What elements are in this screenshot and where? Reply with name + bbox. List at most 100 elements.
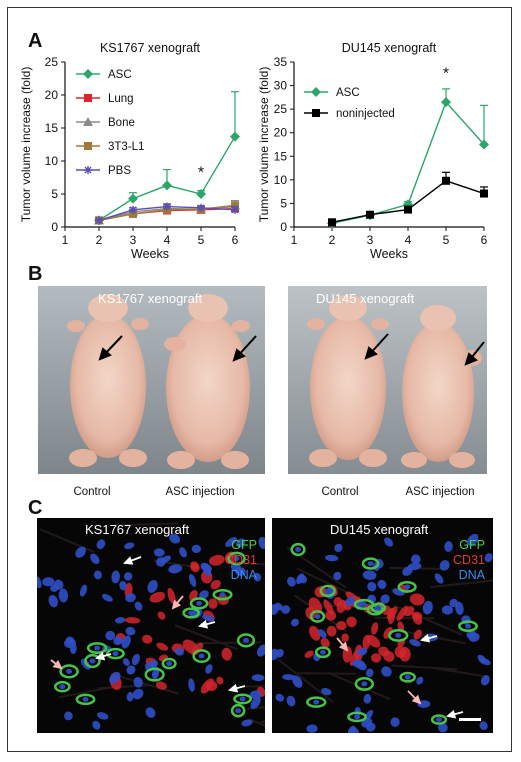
y-tick-label: 25 bbox=[274, 102, 288, 116]
data-point bbox=[366, 210, 374, 219]
arrow-icon bbox=[198, 619, 216, 629]
legend-marker bbox=[84, 94, 92, 102]
data-point bbox=[479, 139, 489, 150]
y-tick-label: 0 bbox=[51, 220, 58, 234]
legend-label: Lung bbox=[108, 93, 134, 105]
micrograph-du145: DU145 xenograft GFP CD31 DNA bbox=[272, 518, 493, 733]
mouse-asc-left bbox=[164, 294, 250, 469]
significance-marker: * bbox=[443, 66, 449, 83]
x-tick-label: 2 bbox=[329, 233, 336, 247]
x-tick-label: 4 bbox=[164, 233, 171, 247]
legend-marker bbox=[311, 87, 321, 97]
data-point bbox=[230, 131, 240, 142]
legend-label: noninjected bbox=[336, 108, 395, 120]
data-point bbox=[128, 193, 138, 204]
y-tick-label: 20 bbox=[45, 88, 59, 102]
mouse-control-left bbox=[67, 294, 149, 467]
data-point bbox=[197, 203, 205, 212]
series-pbs bbox=[95, 202, 239, 225]
arrows bbox=[50, 556, 246, 693]
dna-nuclei bbox=[37, 533, 265, 730]
data-point bbox=[162, 180, 172, 191]
dna-nuclei bbox=[272, 533, 493, 733]
x-axis-label: Weeks bbox=[131, 247, 169, 261]
mouse-photo-du145: DU145 xenograft bbox=[288, 286, 487, 474]
panel-b-letter: B bbox=[28, 263, 43, 285]
data-point bbox=[95, 216, 103, 225]
chart-ks1767-growth: KS1767 xenograft 0 5 10 15 20 25 1 2 3 4 5 6 Weeks Tum… bbox=[19, 41, 240, 261]
data-point bbox=[129, 205, 137, 214]
caption-control-right: Control bbox=[321, 486, 359, 498]
y-tick-label: 10 bbox=[45, 154, 59, 168]
data-point bbox=[441, 97, 451, 108]
arrow-icon bbox=[95, 651, 112, 661]
figure-frame bbox=[7, 7, 512, 752]
chart-title: KS1767 xenograft bbox=[100, 41, 201, 55]
data-point bbox=[196, 189, 206, 199]
x-axis-label: Weeks bbox=[370, 247, 408, 261]
x-tick-label: 6 bbox=[481, 233, 488, 247]
caption-asc-right: ASC injection bbox=[405, 486, 475, 498]
arrow-icon bbox=[446, 709, 464, 719]
stain-dna-label: DNA bbox=[230, 568, 257, 582]
mouse-asc-right bbox=[401, 305, 482, 468]
scale-bar bbox=[459, 718, 481, 721]
legend-marker bbox=[83, 69, 93, 79]
legend-label: PBS bbox=[108, 165, 131, 177]
x-tick-label: 1 bbox=[291, 233, 298, 247]
micrograph-label-ks1767: KS1767 xenograft bbox=[85, 522, 190, 537]
x-tick-label: 5 bbox=[198, 233, 205, 247]
significance-marker: * bbox=[198, 165, 204, 182]
data-point bbox=[163, 202, 171, 211]
x-tick-label: 1 bbox=[62, 233, 69, 247]
arrow-icon bbox=[364, 333, 485, 366]
legend-label: Bone bbox=[108, 117, 135, 129]
y-axis-label: Tumor volume increase (fold) bbox=[258, 67, 271, 223]
photo-label-du145: DU145 xenograft bbox=[316, 291, 415, 306]
y-tick-label: 0 bbox=[280, 220, 287, 234]
y-tick-label: 10 bbox=[274, 173, 288, 187]
arrows bbox=[336, 633, 464, 719]
arrow-icon bbox=[171, 595, 184, 610]
y-tick-label: 30 bbox=[274, 79, 288, 93]
legend-marker bbox=[83, 117, 93, 126]
arrow-icon bbox=[336, 637, 349, 652]
panel-a-letter: A bbox=[28, 30, 43, 52]
micrograph-du145-image bbox=[272, 518, 493, 733]
x-tick-label: 5 bbox=[443, 233, 450, 247]
data-point bbox=[480, 189, 488, 198]
gfp-cells bbox=[290, 542, 478, 725]
series-noninjected bbox=[328, 171, 488, 227]
x-tick-label: 6 bbox=[232, 233, 239, 247]
chart-du145-growth: DU145 xenograft 0 5 10 15 20 25 30 35 1 2 3 4 5 6 Weeks… bbox=[258, 41, 489, 261]
data-point bbox=[231, 205, 239, 214]
stain-dna-label: DNA bbox=[458, 568, 485, 582]
y-tick-label: 5 bbox=[280, 196, 287, 210]
legend-label: ASC bbox=[108, 69, 132, 81]
arrow-icon bbox=[50, 659, 63, 670]
legend-marker bbox=[84, 166, 92, 174]
legend-marker bbox=[312, 109, 320, 117]
micrograph-ks1767: KS1767 xenograft GFP CD31 DNA bbox=[37, 518, 265, 733]
y-tick-label: 25 bbox=[45, 55, 59, 69]
arrow-icon bbox=[228, 683, 246, 693]
arrow-icon bbox=[420, 633, 438, 643]
arrow-icon bbox=[98, 335, 257, 362]
y-tick-label: 5 bbox=[51, 187, 58, 201]
arrow-icon bbox=[123, 556, 142, 565]
x-tick-label: 4 bbox=[405, 233, 412, 247]
photo-label-ks1767: KS1767 xenograft bbox=[98, 291, 203, 306]
legend: ASC noninjected bbox=[304, 87, 395, 120]
y-tick-label: 35 bbox=[274, 55, 288, 69]
y-tick-label: 15 bbox=[274, 149, 288, 163]
x-tick-label: 2 bbox=[96, 233, 103, 247]
micrograph-ks1767-image bbox=[37, 518, 265, 733]
stain-legend-right: GFP CD31 DNA bbox=[453, 538, 485, 583]
arrow-icon bbox=[407, 690, 422, 705]
mouse-photo-ks1767: KS1767 xenograft bbox=[38, 286, 265, 474]
stain-gfp-label: GFP bbox=[231, 538, 257, 552]
data-point bbox=[404, 205, 412, 214]
y-tick-label: 15 bbox=[45, 121, 59, 135]
legend-marker bbox=[84, 142, 92, 150]
mouse-photo-ks1767-image bbox=[38, 286, 265, 474]
